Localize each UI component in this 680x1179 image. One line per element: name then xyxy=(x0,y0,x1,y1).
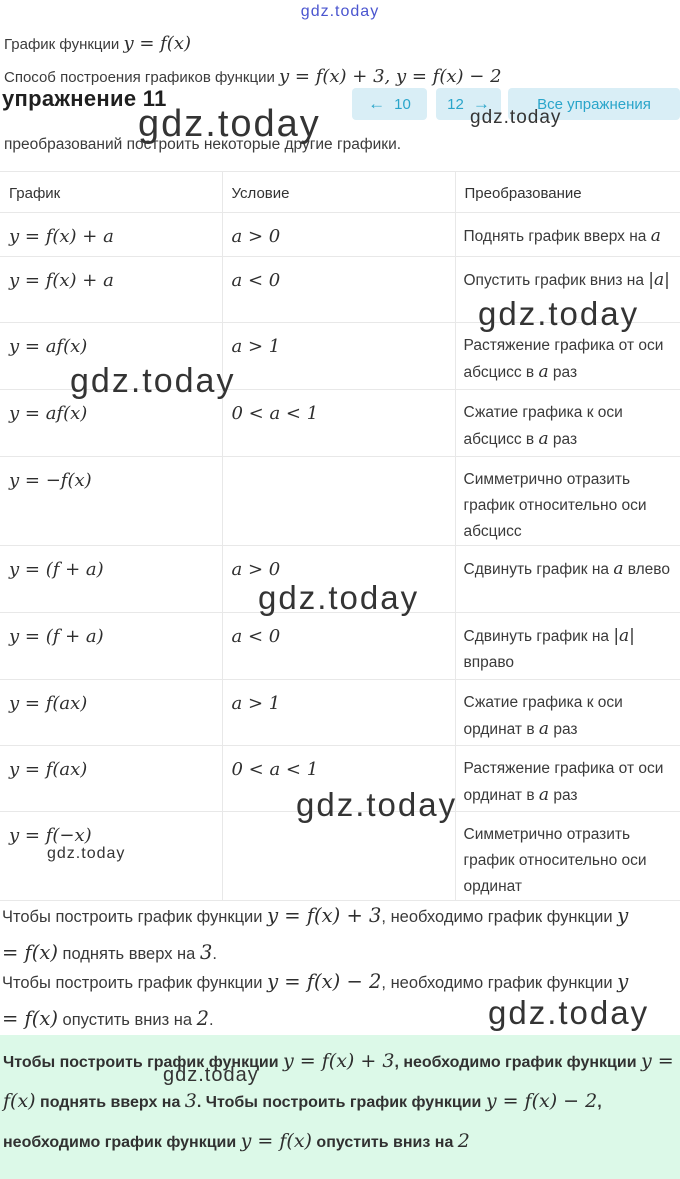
transformation-text: Симметрично отразить график относительно… xyxy=(454,456,680,546)
graph-formula: y = −f(x) xyxy=(0,456,222,546)
condition-value xyxy=(221,456,455,546)
table-row: y = f(−x) Симметрично отразить график от… xyxy=(0,811,680,901)
site-watermark-link[interactable]: gdz.today xyxy=(300,3,380,20)
graph-formula: y = f(x) + a xyxy=(0,256,222,323)
answer-highlight-box: Чтобы построить график функции y = f(x) … xyxy=(0,1035,680,1179)
graph-formula: y = f(ax) xyxy=(0,679,222,746)
graph-formula: y = af(x) xyxy=(0,389,222,457)
condition-value: a < 0 xyxy=(221,612,455,680)
condition-value: a > 0 xyxy=(221,212,455,257)
table-row: y = f(x) + a a > 0 Поднять график вверх … xyxy=(0,212,680,257)
transformation-text: Сжатие графика к оси абсцисс в a раз xyxy=(454,389,680,457)
graph-formula: y = (f + a) xyxy=(0,612,222,680)
arrow-left-icon: ← xyxy=(368,94,386,113)
transformation-text: Сжатие графика к оси ординат в a раз xyxy=(454,679,680,746)
condition-value: a > 1 xyxy=(221,679,455,746)
graph-formula: y = af(x) xyxy=(0,322,222,390)
condition-value: 0 < a < 1 xyxy=(221,745,455,812)
graph-formula: y = (f + a) xyxy=(0,545,222,613)
table-row: y = −f(x) Симметрично отразить график от… xyxy=(0,456,680,546)
answer-trailing-period: . xyxy=(3,1162,678,1179)
intro-line-1: График функции y = f(x) xyxy=(4,33,192,54)
condition-value: a > 0 xyxy=(221,545,455,613)
prev-exercise-number: 10 xyxy=(394,95,411,113)
exercise-heading: упражнение 11 xyxy=(2,86,167,111)
transformation-text: Опустить график вниз на |a| xyxy=(454,256,680,323)
col-header-condition: Условие xyxy=(221,171,455,213)
prev-exercise-button[interactable]: ← 10 xyxy=(352,88,427,120)
col-header-transformation: Преобразование xyxy=(454,171,680,213)
next-exercise-button[interactable]: 12 → xyxy=(436,88,501,120)
transformation-text: Сдвинуть график на a влево xyxy=(454,545,680,613)
table-row: y = f(ax) a > 1 Сжатие графика к оси орд… xyxy=(0,679,680,746)
transformation-text: Растяжение графика от оси абсцисс в a ра… xyxy=(454,322,680,390)
graph-formula: y = f(−x) xyxy=(0,811,222,901)
col-header-graph: График xyxy=(0,171,222,213)
transformation-text: Поднять график вверх на a xyxy=(454,212,680,257)
explanation-paragraph-2: Чтобы построить график функции y = f(x) … xyxy=(2,970,629,1030)
condition-value: 0 < a < 1 xyxy=(221,389,455,457)
table-row: y = f(ax) 0 < a < 1 Растяжение графика о… xyxy=(0,745,680,812)
table-row: y = af(x) 0 < a < 1 Сжатие графика к оси… xyxy=(0,389,680,457)
transformation-text: Сдвинуть график на |a| вправо xyxy=(454,612,680,680)
intro-line-3: преобразований построить некоторые други… xyxy=(4,136,402,153)
intro-line-2: Способ построения графиков функции y = f… xyxy=(4,66,502,87)
transformation-text: Симметрично отразить график относительно… xyxy=(454,811,680,901)
condition-value: a < 0 xyxy=(221,256,455,323)
transformation-text: Растяжение графика от оси ординат в a ра… xyxy=(454,745,680,812)
graph-formula: y = f(x) + a xyxy=(0,212,222,257)
arrow-right-icon: → xyxy=(472,94,490,113)
all-exercises-button[interactable]: Все упражнения xyxy=(508,88,680,120)
condition-value xyxy=(221,811,455,901)
answer-text: Чтобы построить график функции y = f(x) … xyxy=(3,1050,674,1152)
next-exercise-number: 12 xyxy=(447,95,464,113)
graph-formula: y = f(ax) xyxy=(0,745,222,812)
table-row: y = (f + a) a < 0 Сдвинуть график на |a|… xyxy=(0,612,680,680)
table-header-row: График Условие Преобразование xyxy=(0,171,680,213)
explanation-paragraph-1: Чтобы построить график функции y = f(x) … xyxy=(2,904,629,964)
condition-value: a > 1 xyxy=(221,322,455,390)
table-row: y = af(x) a > 1 Растяжение графика от ос… xyxy=(0,322,680,390)
transformations-table: График Условие Преобразование y = f(x) +… xyxy=(0,171,680,901)
table-row: y = f(x) + a a < 0 Опустить график вниз … xyxy=(0,256,680,323)
table-row: y = (f + a) a > 0 Сдвинуть график на a в… xyxy=(0,545,680,613)
